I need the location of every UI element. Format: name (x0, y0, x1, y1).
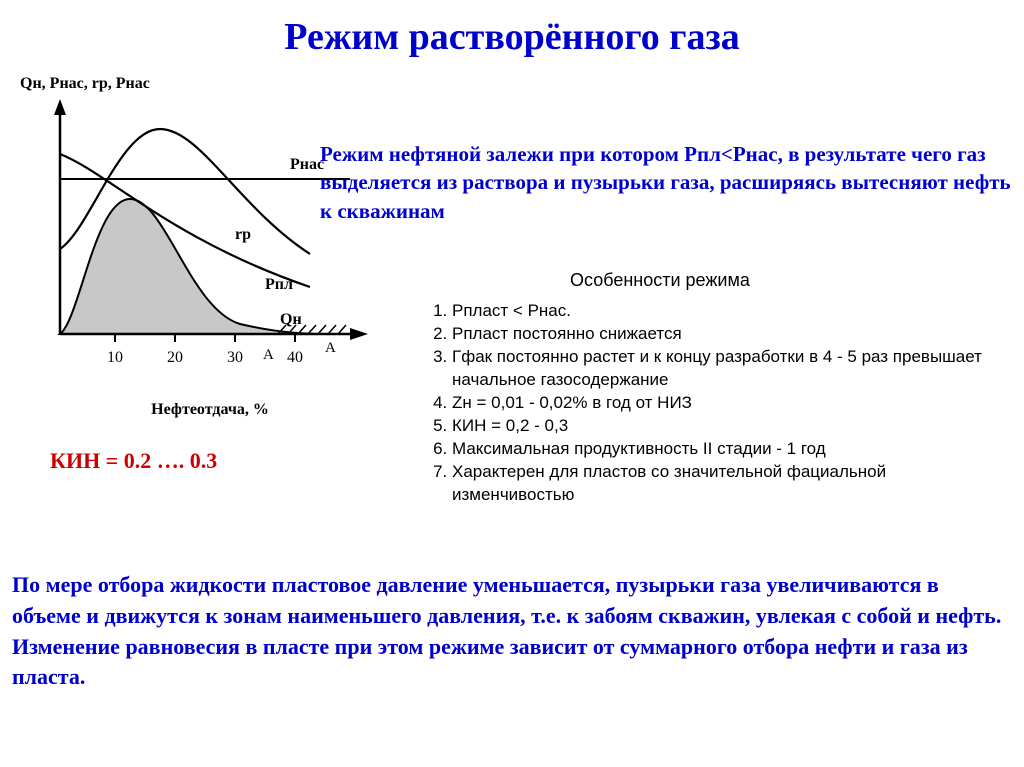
x-tick-label: 10 (107, 349, 123, 366)
feature-item: Гфак постоянно растет и к концу разработ… (452, 346, 1009, 392)
x-tick-label: 40 (287, 349, 303, 366)
feature-item: Рпласт < Рнас. (452, 300, 1009, 323)
label-rp: rр (235, 226, 251, 243)
y-axis-label: Qн, Pнас, rр, Pнас (20, 75, 400, 93)
bottom-paragraph: По мере отбора жидкости пластовое давлен… (12, 570, 1012, 693)
label-pnas: Pнас (290, 156, 324, 173)
x-axis-label: Нефтеотдача, % (20, 401, 400, 419)
label-qn: Qн (280, 311, 302, 328)
slide: Режим растворённого газа Qн, Pнас, rр, P… (0, 0, 1024, 767)
feature-item: КИН = 0,2 - 0,3 (452, 415, 1009, 438)
a-label: A (325, 340, 336, 356)
x-tick-label: 30 (227, 349, 243, 366)
definition-text: Режим нефтяной залежи при котором Pпл<Pн… (320, 140, 1024, 225)
features-title: Особенности режима (570, 270, 750, 291)
label-ppl: Pпл (265, 276, 293, 293)
curve-rp (60, 129, 310, 254)
x-tick-label: 20 (167, 349, 183, 366)
slide-title: Режим растворённого газа (0, 15, 1024, 59)
features-list: Рпласт < Рнас. Рпласт постоянно снижаетс… (430, 300, 1009, 506)
feature-item: Рпласт постоянно снижается (452, 323, 1009, 346)
chart-container: Qн, Pнас, rр, Pнас (20, 75, 400, 419)
a-label: A (263, 347, 274, 363)
x-axis-arrow (350, 328, 368, 340)
feature-item: Zн = 0,01 - 0,02% в год от НИЗ (452, 392, 1009, 415)
feature-item: Характерен для пластов со значительной ф… (452, 461, 1009, 507)
y-axis-arrow (54, 99, 66, 115)
feature-item: Максимальная продуктивность II стадии - … (452, 438, 1009, 461)
kin-value: КИН = 0.2 …. 0.3 (50, 448, 217, 474)
